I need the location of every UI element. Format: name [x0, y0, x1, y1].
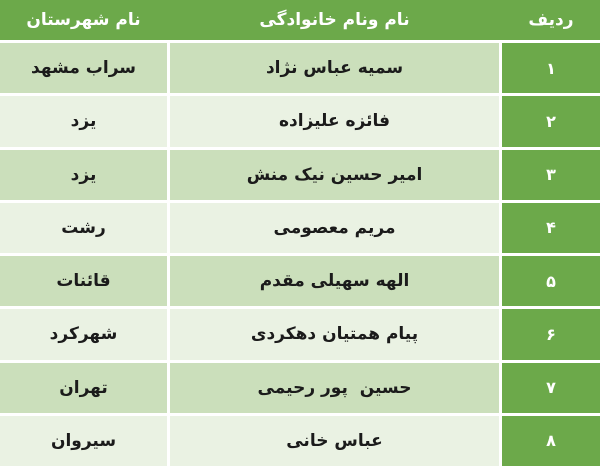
city-cell: یزد [0, 96, 167, 147]
full-name-cell: سمیه عباس نژاد [170, 43, 499, 94]
city-cell: سراب مشهد [0, 43, 167, 94]
row-number-cell: ۳ [502, 149, 600, 200]
table-row: ۳ امیر حسین نیک منش یزد [0, 149, 600, 200]
table-row: ۵ الهه سهیلی مقدم قائنات [0, 256, 600, 307]
full-name-cell: مریم معصومی [170, 202, 499, 253]
row-number-cell: ۷ [502, 362, 600, 413]
row-number-cell: ۱ [502, 43, 600, 94]
header-full-name: نام ونام خانوادگی [259, 10, 410, 30]
row-number-cell: ۶ [502, 309, 600, 360]
table-row: ۱ سمیه عباس نژاد سراب مشهد [0, 43, 600, 94]
city-cell: قائنات [0, 256, 167, 307]
table-row: ۲ فائزه علیزاده یزد [0, 96, 600, 147]
city-cell: سیروان [0, 415, 167, 466]
table-row: ۴ مریم معصومی رشت [0, 202, 600, 253]
table-row: ۶ پیام همتیان دهکردی شهرکرد [0, 309, 600, 360]
full-name-cell: عباس خانی [170, 415, 499, 466]
city-cell: تهران [0, 362, 167, 413]
row-number-cell: ۸ [502, 415, 600, 466]
header-city: نام شهرستان [26, 10, 141, 30]
table-row: ۸ عباس خانی سیروان [0, 415, 600, 466]
header-row-number: رديف [528, 10, 574, 30]
full-name-cell: پیام همتیان دهکردی [170, 309, 499, 360]
row-number-cell: ۲ [502, 96, 600, 147]
city-cell: یزد [0, 149, 167, 200]
row-number-cell: ۴ [502, 202, 600, 253]
city-cell: شهرکرد [0, 309, 167, 360]
full-name-cell: الهه سهیلی مقدم [170, 256, 499, 307]
city-cell: رشت [0, 202, 167, 253]
row-number-cell: ۵ [502, 256, 600, 307]
table-header-row: رديف نام ونام خانوادگی نام شهرستان [0, 0, 600, 40]
table-row: ۷ حسین پور رحیمی تهران [0, 362, 600, 413]
full-name-cell: حسین پور رحیمی [170, 362, 499, 413]
full-name-cell: امیر حسین نیک منش [170, 149, 499, 200]
full-name-cell: فائزه علیزاده [170, 96, 499, 147]
table-body: ۱ سمیه عباس نژاد سراب مشهد ۲ فائزه علیزا… [0, 40, 600, 466]
